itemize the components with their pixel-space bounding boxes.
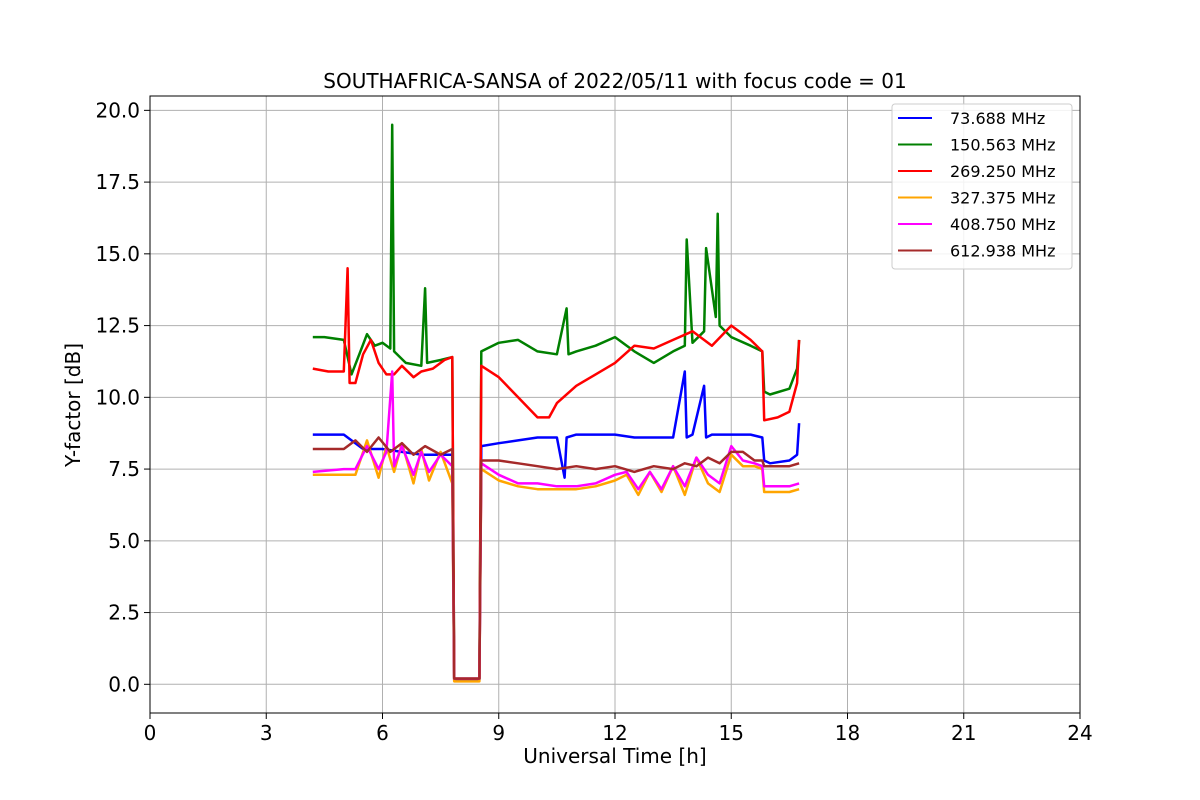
chart-title: SOUTHAFRICA-SANSA of 2022/05/11 with foc… bbox=[323, 69, 907, 93]
y-tick-label: 7.5 bbox=[108, 457, 140, 481]
series-layer bbox=[312, 123, 801, 683]
x-axis-label: Universal Time [h] bbox=[523, 744, 706, 768]
y-tick-label: 17.5 bbox=[95, 170, 140, 194]
y-axis-label: Y-factor [dB] bbox=[61, 343, 85, 468]
y-tick-label: 0.0 bbox=[108, 672, 140, 696]
series-line-4 bbox=[312, 370, 800, 680]
series-line-1 bbox=[312, 123, 801, 680]
legend-label: 327.375 MHz bbox=[950, 189, 1055, 208]
y-tick-label: 20.0 bbox=[95, 98, 140, 122]
y-tick-label: 2.5 bbox=[108, 601, 140, 625]
legend-label: 73.688 MHz bbox=[950, 109, 1045, 128]
y-tick-label: 5.0 bbox=[108, 529, 140, 553]
x-tick-label: 21 bbox=[951, 721, 976, 745]
x-tick-label: 24 bbox=[1067, 721, 1092, 745]
x-tick-label: 18 bbox=[835, 721, 860, 745]
legend-label: 612.938 MHz bbox=[950, 242, 1055, 261]
x-tick-label: 6 bbox=[376, 721, 389, 745]
x-tick-label: 15 bbox=[719, 721, 744, 745]
y-axis-ticks: 0.0 2.5 5.0 7.5 10.0 12.5 15.0 17.5 20.0 bbox=[95, 98, 150, 696]
series-line-2 bbox=[312, 266, 801, 680]
legend-label: 408.750 MHz bbox=[950, 215, 1055, 234]
x-axis-ticks: 0 3 6 9 12 15 18 21 24 bbox=[144, 713, 1093, 745]
legend-label: 150.563 MHz bbox=[950, 136, 1055, 155]
series-line-5 bbox=[312, 436, 800, 680]
x-tick-label: 12 bbox=[602, 721, 627, 745]
legend-box bbox=[891, 103, 1073, 270]
y-tick-label: 15.0 bbox=[95, 242, 140, 266]
x-tick-label: 3 bbox=[260, 721, 273, 745]
x-tick-label: 0 bbox=[144, 721, 157, 745]
x-tick-label: 9 bbox=[492, 721, 505, 745]
y-tick-label: 12.5 bbox=[95, 314, 140, 338]
legend-label: 269.250 MHz bbox=[950, 162, 1055, 181]
legend: 73.688 MHz 150.563 MHz 269.250 MHz 327.375 … bbox=[891, 103, 1073, 270]
y-tick-label: 10.0 bbox=[95, 385, 140, 409]
